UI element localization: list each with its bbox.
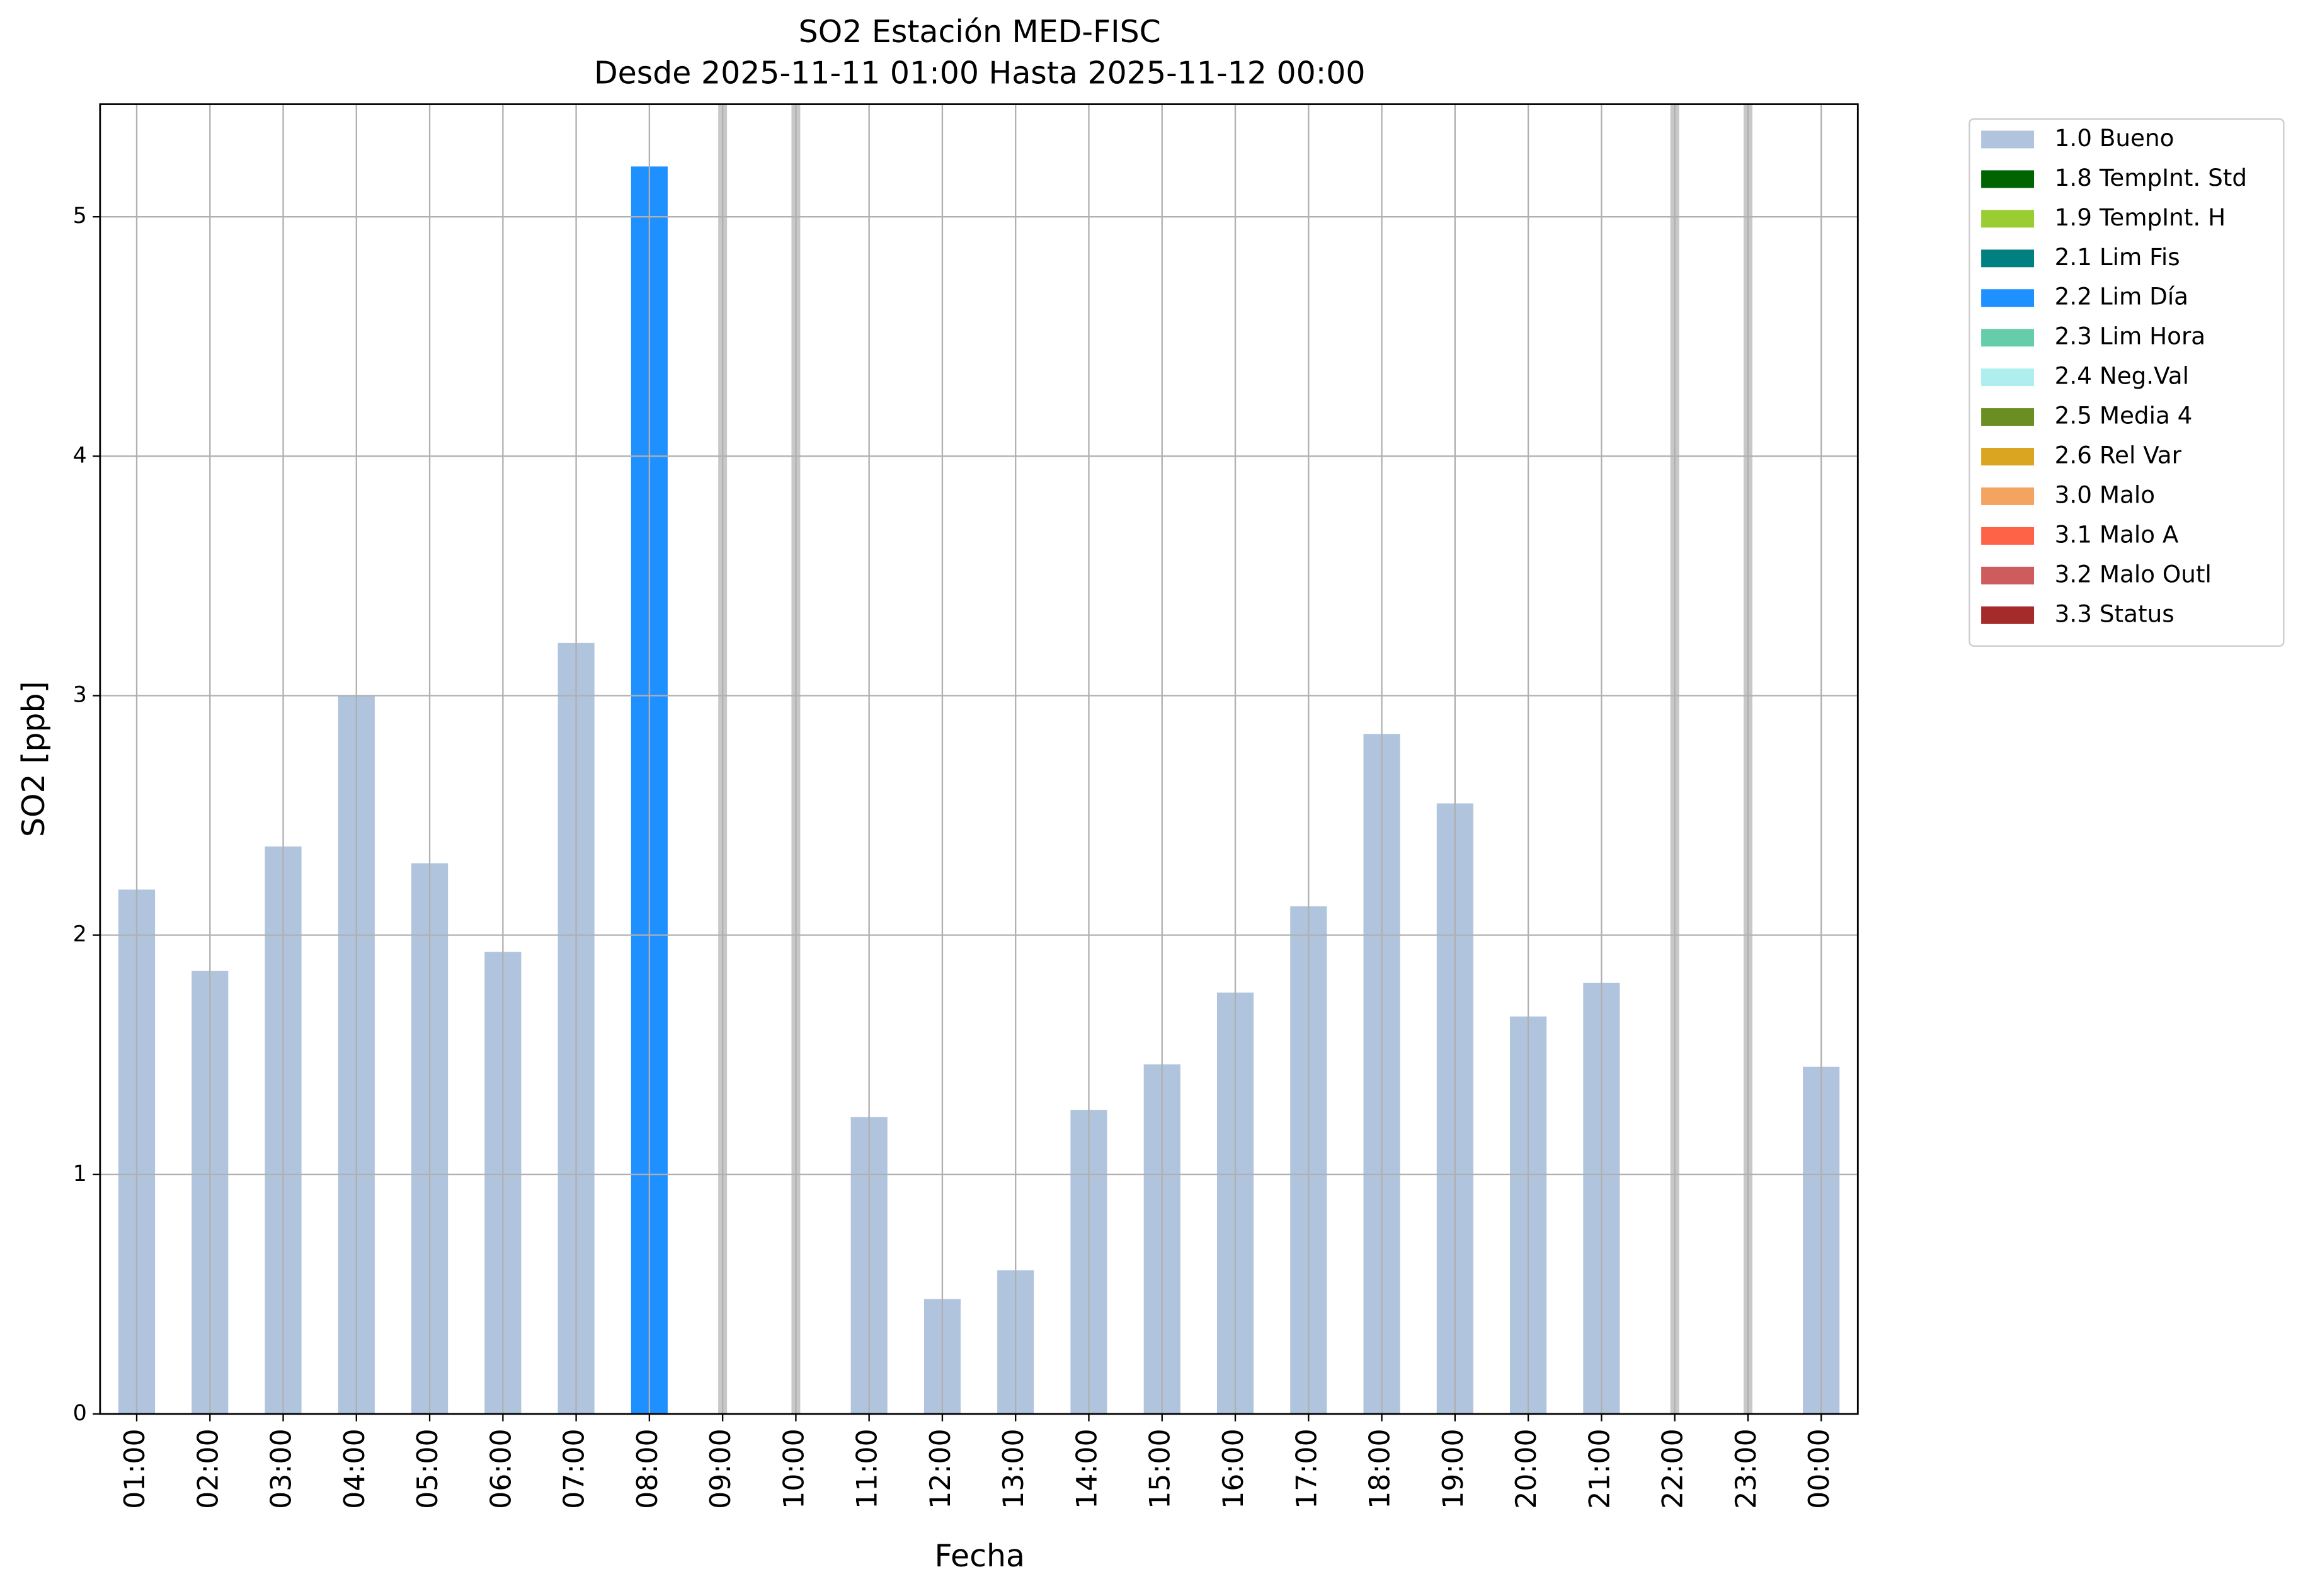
x-tick-label: 23:00 [1730,1428,1763,1509]
chart-subtitle: Desde 2025-11-11 01:00 Hasta 2025-11-12 … [594,55,1366,91]
legend-box [1969,118,2285,647]
plot-frame [99,103,1859,1415]
x-tick-label: 18:00 [1364,1428,1397,1509]
x-tick-label: 15:00 [1145,1428,1177,1509]
legend-swatch [1981,527,2035,545]
x-tick-label: 01:00 [119,1428,151,1509]
x-tick-label: 03:00 [266,1428,298,1509]
legend-swatch [1981,566,2035,584]
legend-swatch [1981,606,2035,624]
legend-label: 2.5 Media 4 [2055,402,2193,430]
x-tick-label: 11:00 [852,1428,884,1509]
y-tick-label: 2 [73,922,87,947]
x-tick-label: 10:00 [778,1428,810,1509]
x-axis-label: Fecha [935,1538,1026,1574]
x-tick-label: 17:00 [1291,1428,1323,1509]
y-tick-label: 4 [73,443,87,468]
x-tick-label: 21:00 [1584,1428,1616,1509]
y-tick-label: 0 [73,1401,87,1426]
legend-swatch [1981,289,2035,307]
y-axis-label: SO2 [ppb] [16,681,52,837]
legend-label: 2.4 Neg.Val [2055,362,2189,390]
x-tick-label: 09:00 [705,1428,737,1509]
legend-swatch [1981,448,2035,465]
x-tick-label: 19:00 [1437,1428,1470,1509]
y-tick-label: 3 [73,682,87,707]
x-tick-label: 08:00 [632,1428,664,1509]
legend-swatch [1981,210,2035,228]
legend-label: 2.3 Lim Hora [2055,322,2205,350]
x-tick-label: 00:00 [1803,1428,1836,1509]
x-tick-label: 05:00 [412,1428,444,1509]
legend-label: 1.9 TempInt. H [2055,203,2226,231]
legend-label: 2.6 Rel Var [2055,441,2182,469]
x-tick-label: 14:00 [1071,1428,1103,1509]
legend-label: 3.1 Malo A [2055,520,2179,548]
x-tick-label: 07:00 [559,1428,591,1509]
x-tick-label: 13:00 [998,1428,1030,1509]
legend-label: 3.2 Malo Outl [2055,560,2212,588]
legend-swatch [1981,368,2035,387]
x-tick-label: 06:00 [485,1428,517,1509]
legend-label: 3.0 Malo [2055,481,2155,508]
legend-label: 2.2 Lim Día [2055,283,2188,311]
y-tick-label: 5 [73,203,87,229]
legend-label: 1.0 Bueno [2055,124,2174,152]
legend-swatch [1981,408,2035,426]
legend-swatch [1981,487,2035,505]
x-tick-label: 22:00 [1657,1428,1689,1509]
legend-swatch [1981,170,2035,188]
legend-label: 2.1 Lim Fis [2055,243,2180,271]
x-tick-label: 12:00 [925,1428,957,1509]
legend-swatch [1981,130,2035,149]
x-tick-label: 02:00 [192,1428,224,1509]
legend-swatch [1981,249,2035,268]
y-tick-label: 1 [73,1161,87,1187]
legend-label: 1.8 TempInt. Std [2055,164,2247,191]
chart-title: SO2 Estación MED-FISC [799,14,1161,50]
x-tick-label: 16:00 [1218,1428,1250,1509]
legend-label: 3.3 Status [2055,600,2174,627]
legend-swatch [1981,329,2035,347]
x-tick-label: 20:00 [1511,1428,1543,1509]
x-tick-label: 04:00 [339,1428,371,1509]
